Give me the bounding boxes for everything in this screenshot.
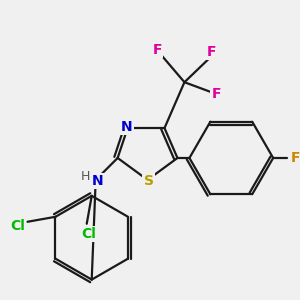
Text: N: N (92, 174, 103, 188)
Text: F: F (290, 151, 300, 165)
Text: F: F (212, 87, 221, 101)
Text: F: F (153, 43, 162, 57)
Text: Cl: Cl (10, 219, 25, 233)
Text: S: S (143, 174, 154, 188)
Text: Cl: Cl (81, 227, 96, 241)
Text: H: H (81, 170, 90, 183)
Text: F: F (207, 45, 216, 59)
Text: N: N (121, 120, 132, 134)
